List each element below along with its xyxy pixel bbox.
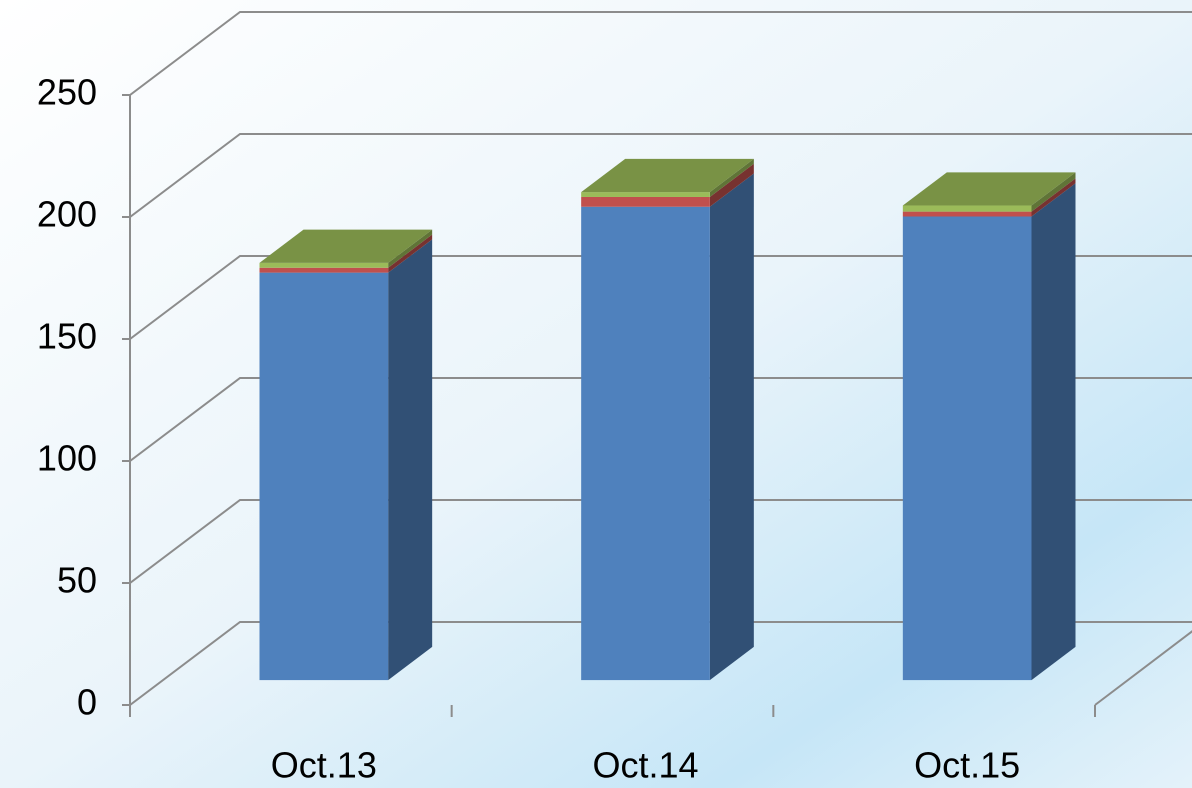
bar <box>259 267 389 273</box>
bar-side <box>1031 183 1076 681</box>
bar-top <box>259 229 433 263</box>
walls <box>122 11 1192 717</box>
bar-side <box>388 234 433 273</box>
bar <box>581 196 710 207</box>
bars <box>259 158 1076 681</box>
y-tick-label: 0 <box>77 682 97 723</box>
y-tick-label: 250 <box>37 72 97 113</box>
grid-line <box>122 11 1192 96</box>
bar <box>902 211 1032 217</box>
bar-side <box>709 158 754 197</box>
bar-side <box>1031 178 1076 217</box>
x-tick-label: Oct.14 <box>592 745 698 786</box>
bar <box>259 272 389 681</box>
bar <box>259 262 389 268</box>
bar <box>902 205 1032 212</box>
x-tick-label: Oct.15 <box>914 745 1020 786</box>
bar-side <box>388 229 433 268</box>
y-tick-label: 150 <box>37 316 97 357</box>
x-tick-label: Oct.13 <box>271 745 377 786</box>
bar <box>581 206 710 681</box>
bar <box>902 216 1032 681</box>
bar-side <box>709 163 754 207</box>
grid-line <box>122 133 1192 218</box>
y-tick-label: 50 <box>57 560 97 601</box>
bar-side <box>388 239 433 681</box>
bar-side <box>709 173 754 681</box>
bar-side <box>1031 172 1076 212</box>
y-tick-label: 200 <box>37 194 97 235</box>
bar <box>581 192 710 197</box>
bar-top <box>902 172 1076 206</box>
floor-edge <box>1094 630 1192 706</box>
y-tick-label: 100 <box>37 438 97 479</box>
bar-top <box>581 158 754 193</box>
